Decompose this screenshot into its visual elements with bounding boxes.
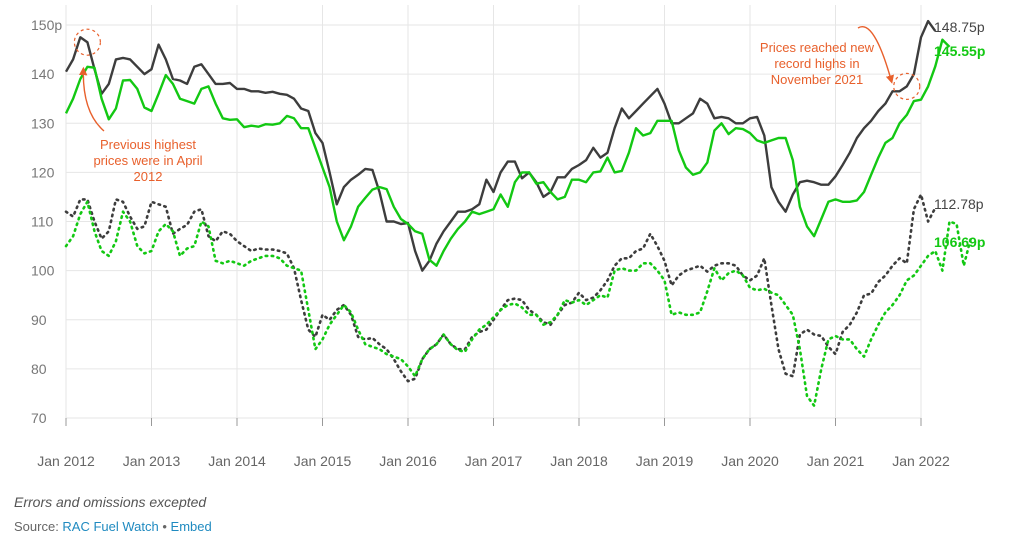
y-tick-label: 150p	[31, 17, 62, 33]
annotation-highlight-circle	[893, 72, 921, 101]
annotation-arrow	[857, 26, 894, 84]
annotation-arrow	[78, 66, 105, 132]
x-tick-label: Jan 2018	[550, 453, 608, 469]
source-link[interactable]: RAC Fuel Watch	[62, 519, 159, 534]
annotation-text-line: record highs in	[774, 56, 859, 71]
y-tick-label: 100	[31, 263, 55, 279]
x-tick-label: Jan 2019	[636, 453, 694, 469]
series-line-3	[64, 200, 973, 408]
x-tick-label: Jan 2012	[37, 453, 95, 469]
annotation-text-line: November 2021	[771, 72, 864, 87]
x-tick-label: Jan 2022	[892, 453, 950, 469]
grid-layer	[65, 5, 922, 426]
annotation-highlight-circle	[73, 28, 101, 56]
y-tick-label: 70	[31, 410, 47, 426]
y-tick-label: 90	[31, 312, 47, 328]
x-tick-label: Jan 2021	[807, 453, 865, 469]
embed-link[interactable]: Embed	[170, 519, 212, 534]
x-tick-label: Jan 2017	[465, 453, 523, 469]
series-line-1	[64, 38, 951, 267]
annotation-text-line: prices were in April	[93, 153, 202, 168]
x-tick-label: Jan 2020	[721, 453, 779, 469]
y-tick-label: 130	[31, 115, 55, 131]
label-layer: 148.75p 145.55p 112.78p 106.69p	[934, 19, 985, 250]
source-separator: •	[158, 519, 171, 534]
x-tick-label: Jan 2016	[379, 453, 437, 469]
y-tick-label: 80	[31, 361, 47, 377]
series-end-label-1: 145.55p	[934, 43, 985, 59]
x-tick-label: Jan 2015	[294, 453, 352, 469]
y-tick-label: 140	[31, 66, 55, 82]
x-tick-label: Jan 2013	[123, 453, 181, 469]
annotation-text-line: 2012	[134, 169, 163, 184]
series-end-label-2: 112.78p	[934, 196, 984, 212]
disclaimer-note: Errors and omissions excepted	[14, 494, 207, 510]
x-tick-label: Jan 2014	[208, 453, 266, 469]
annotation-text-line: Prices reached new	[760, 40, 875, 55]
source-prefix: Source:	[14, 519, 63, 534]
series-layer	[64, 19, 973, 408]
y-tick-label: 110	[31, 214, 54, 230]
fuel-price-chart: 70 80 90 100 110 120 130 140 150p Jan 2012 Jan 201…	[31, 5, 985, 469]
axis-layer: 70 80 90 100 110 120 130 140 150p Jan 2012 Jan 201…	[31, 17, 950, 469]
annotation-text-line: Previous highest	[100, 137, 196, 152]
series-line-0	[64, 19, 937, 272]
series-end-label-3: 106.69p	[934, 234, 985, 250]
y-tick-label: 120	[31, 164, 55, 180]
source-line: Source: RAC Fuel Watch • Embed	[14, 519, 212, 534]
series-end-label-0: 148.75p	[934, 19, 985, 35]
